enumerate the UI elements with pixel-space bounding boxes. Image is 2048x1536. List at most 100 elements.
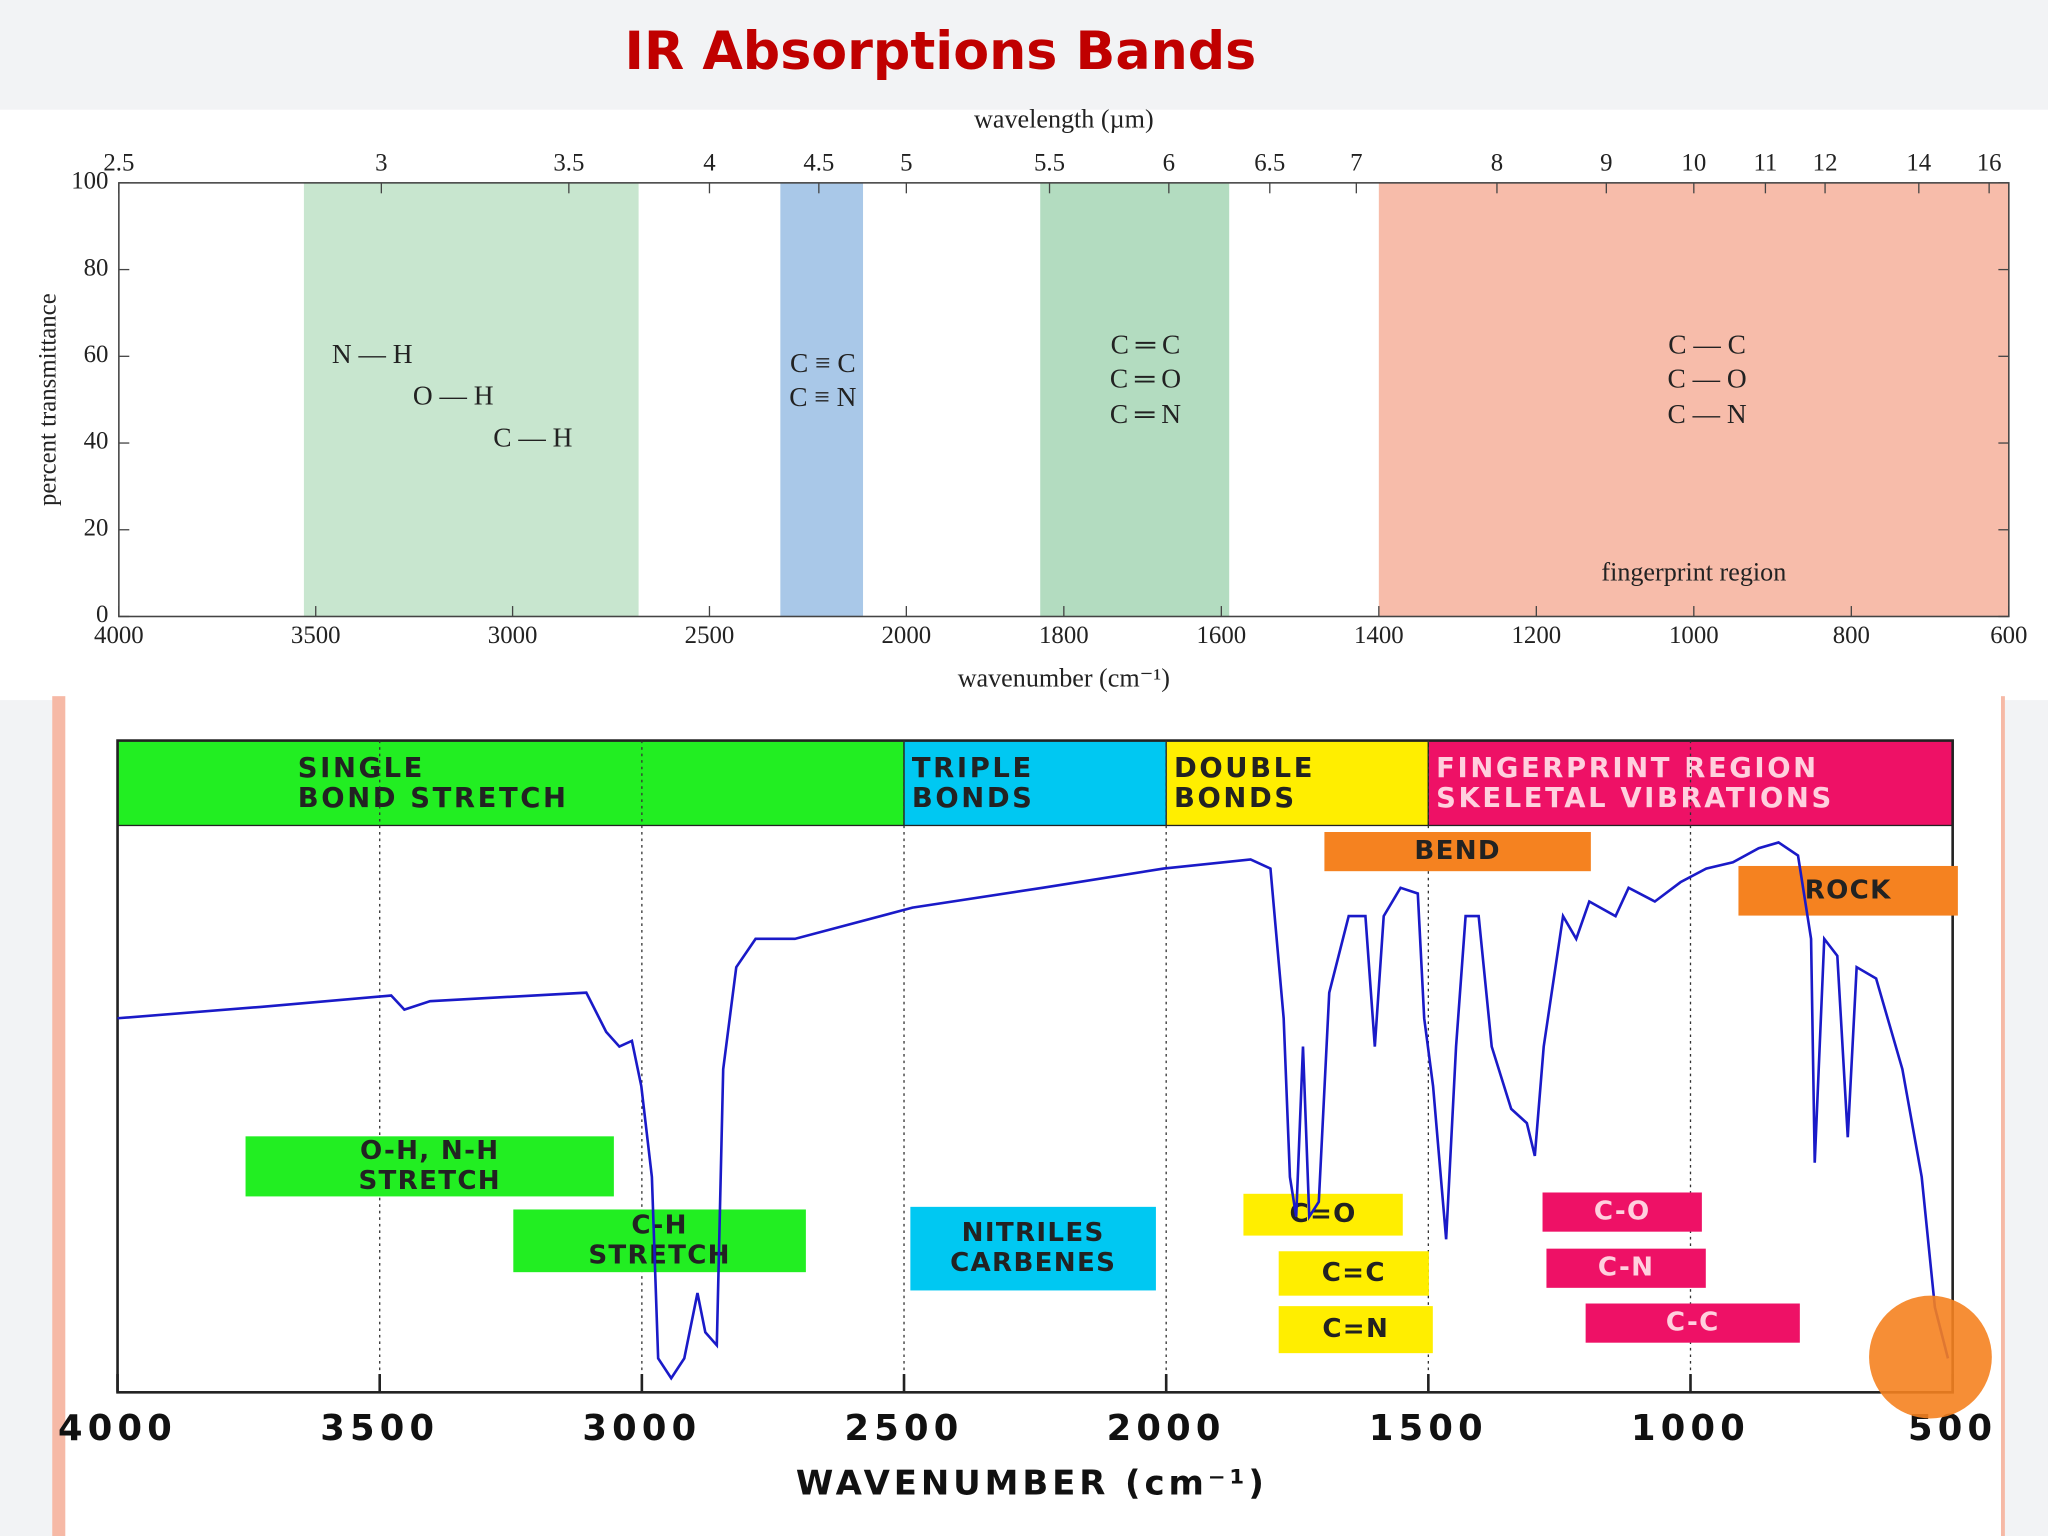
x2-tick-label: 6.5 <box>1254 149 1285 176</box>
region-label: C ═ N <box>1110 399 1181 429</box>
annotation-box <box>910 1206 1156 1291</box>
region-label: C ≡ C <box>790 348 856 378</box>
x2-tick-label: 14 <box>1906 149 1931 176</box>
annotation-label: C-H <box>631 1210 687 1240</box>
panel-border <box>52 696 66 1536</box>
annotation-box <box>245 1136 614 1197</box>
x-tick-label: 3000 <box>582 1408 701 1449</box>
region-label: C — O <box>1668 364 1747 394</box>
annotation-box <box>1585 1303 1800 1343</box>
y-tick-label: 60 <box>84 341 109 368</box>
x-tick-label: 3000 <box>488 622 538 649</box>
panel-border <box>2000 696 2005 1536</box>
region-label: C — N <box>1668 399 1747 429</box>
x-tick-label: 2500 <box>845 1408 964 1449</box>
annotation-box <box>1243 1193 1403 1236</box>
x2-tick-label: 10 <box>1681 149 1706 176</box>
x-tick-label: 1600 <box>1197 622 1247 649</box>
x-tick-label: 1000 <box>1631 1408 1750 1449</box>
y-tick-label: 20 <box>84 514 109 541</box>
band-label: BONDS <box>912 783 1035 814</box>
x-tick-label: 1000 <box>1669 622 1719 649</box>
x-tick-label: 4000 <box>58 1408 177 1449</box>
x-tick-label: 1500 <box>1369 1408 1488 1449</box>
x-tick-label: 4000 <box>94 622 144 649</box>
spectrum-line <box>117 841 1950 1381</box>
band-label: BONDS <box>1174 783 1297 814</box>
band-label: DOUBLE <box>1174 753 1315 784</box>
x-axis-label: WAVENUMBER (cm⁻¹) <box>796 1464 1268 1504</box>
x2-tick-label: 8 <box>1491 149 1503 176</box>
x2-tick-label: 3.5 <box>553 149 584 176</box>
highlight-circle <box>1869 1295 1992 1419</box>
x2-tick-label: 3 <box>375 149 387 176</box>
annotation-box <box>1278 1306 1433 1354</box>
bottom-panel <box>52 696 2005 1536</box>
region-label: N — H <box>332 339 413 369</box>
annotation-label: ROCK <box>1805 875 1892 905</box>
y-tick-label: 40 <box>84 428 109 455</box>
annotation-label: C=N <box>1322 1314 1389 1344</box>
annotation-label: O-H, N-H <box>360 1136 499 1166</box>
region <box>303 182 639 617</box>
annotation-label: C-N <box>1598 1253 1654 1283</box>
annotation-label: BEND <box>1414 836 1501 866</box>
band <box>1165 739 1429 827</box>
x2-tick-label: 16 <box>1977 149 2002 176</box>
x2-tick-label: 5.5 <box>1034 149 1065 176</box>
y-tick-label: 0 <box>96 601 108 628</box>
region-label: C ═ O <box>1110 364 1181 394</box>
annotation-label: C=C <box>1322 1258 1386 1288</box>
x2-tick-label: 9 <box>1600 149 1612 176</box>
x-tick-label: 3500 <box>291 622 341 649</box>
x2-tick-label: 7 <box>1350 149 1362 176</box>
region-note: fingerprint region <box>1601 558 1786 587</box>
region-label: O — H <box>413 381 494 411</box>
annotation-label: CARBENES <box>950 1248 1116 1278</box>
band-label: SINGLE <box>298 753 425 784</box>
annotation-label: STRETCH <box>588 1240 731 1270</box>
band-label: BOND STRETCH <box>298 783 569 814</box>
region <box>1040 182 1230 617</box>
x-tick-label: 3500 <box>320 1408 439 1449</box>
region <box>780 182 864 617</box>
y-tick-label: 100 <box>71 168 108 195</box>
x-tick-label: 1400 <box>1354 622 1404 649</box>
x2-tick-label: 12 <box>1813 149 1838 176</box>
x2-tick-label: 2.5 <box>103 149 134 176</box>
y-axis-label: percent transmittance <box>34 293 61 506</box>
annotation-label: C=O <box>1290 1199 1357 1229</box>
annotation-box <box>1546 1248 1706 1288</box>
title: IR Absorptions Bands <box>625 22 1257 82</box>
annotation-label: STRETCH <box>358 1166 501 1196</box>
x2-tick-label: 5 <box>900 149 912 176</box>
annotation-box <box>1324 832 1591 872</box>
annotation-label: C-C <box>1666 1308 1720 1338</box>
x-tick-label: 800 <box>1833 622 1870 649</box>
region-label: C — H <box>493 422 572 452</box>
annotation-box <box>1542 1192 1702 1232</box>
y-tick-label: 80 <box>84 254 109 281</box>
x-tick-label: 1800 <box>1039 622 1089 649</box>
x-tick-label: 600 <box>1990 622 2027 649</box>
x-tick-label: 1200 <box>1512 622 1562 649</box>
x-tick-label: 2000 <box>1107 1408 1226 1449</box>
band-label: TRIPLE <box>912 753 1034 784</box>
x2-tick-label: 4.5 <box>803 149 834 176</box>
region-label: C ≡ N <box>789 382 856 412</box>
annotation-box <box>1278 1251 1429 1296</box>
x-tick-label: 2000 <box>882 622 932 649</box>
region-label: C ═ C <box>1111 330 1181 360</box>
x-tick-label: 2500 <box>685 622 735 649</box>
x2-tick-label: 11 <box>1753 149 1777 176</box>
annotation-box <box>1738 865 1958 916</box>
annotation-box <box>513 1209 806 1273</box>
annotation-label: C-O <box>1594 1197 1651 1227</box>
band-label: SKELETAL VIBRATIONS <box>1436 783 1834 814</box>
region-label: C — C <box>1668 330 1746 360</box>
x-axis-label: wavenumber (cm⁻¹) <box>958 663 1170 692</box>
plot-frame <box>116 739 1954 1394</box>
annotation-label: NITRILES <box>962 1218 1105 1248</box>
x2-tick-label: 4 <box>703 149 716 176</box>
